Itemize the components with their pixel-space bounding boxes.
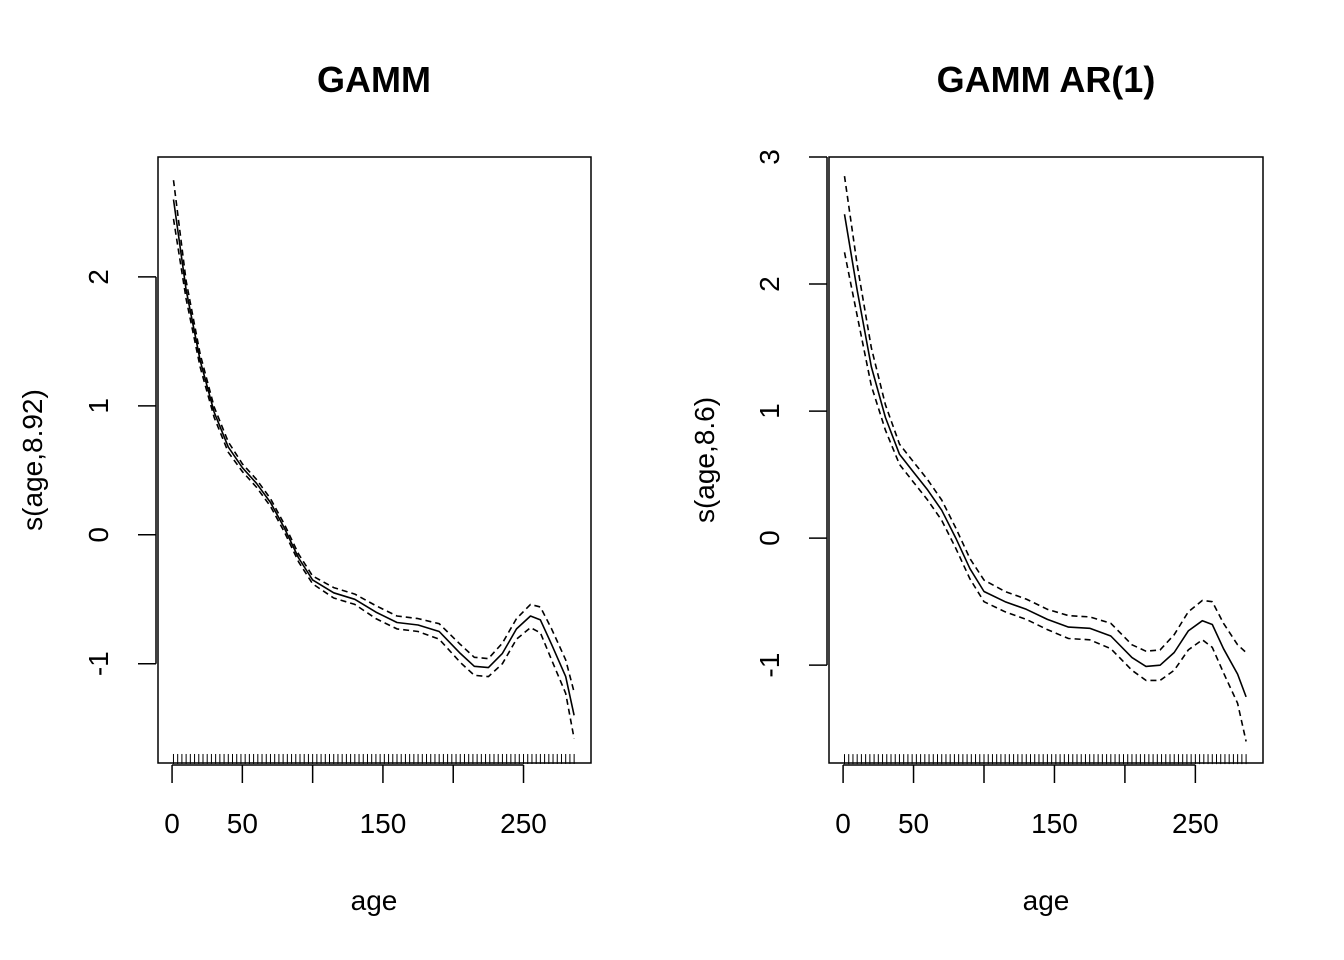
confidence-band-line (172, 180, 575, 693)
y-axis-label: s(age,8.6) (689, 397, 720, 523)
confidence-band-line (172, 218, 575, 739)
x-axis-label: age (1023, 885, 1070, 916)
plot-frame (828, 156, 1264, 764)
y-tick-label: 3 (754, 149, 785, 165)
y-tick-label: -1 (83, 651, 114, 676)
x-tick-label: 250 (500, 808, 547, 839)
smooth-fit-line (843, 214, 1247, 698)
x-tick-label: 250 (1172, 808, 1219, 839)
y-tick-label: -1 (754, 653, 785, 678)
smooth-fit-line (172, 199, 575, 716)
x-tick-label: 50 (227, 808, 258, 839)
y-tick-label: 1 (83, 398, 114, 414)
confidence-band-line (843, 252, 1247, 742)
x-tick-label: 50 (898, 808, 929, 839)
y-tick-label: 2 (83, 269, 114, 285)
gamm-panel: GAMM age s(age,8.92) 0 50 150 250 -1 0 1 2 (17, 59, 592, 916)
y-tick-label: 0 (83, 527, 114, 543)
y-tick-label: 0 (754, 530, 785, 546)
gamm-ar1-panel: GAMM AR(1) age s(age,8.6) 0 50 150 250 -1 0 1 2… (689, 59, 1264, 916)
plot-frame (157, 156, 592, 764)
y-tick-label: 1 (754, 403, 785, 419)
x-tick-label: 0 (835, 808, 851, 839)
y-tick-label: 2 (754, 276, 785, 292)
x-tick-label: 150 (360, 808, 407, 839)
chart-title: GAMM (317, 59, 431, 100)
x-tick-label: 0 (164, 808, 180, 839)
confidence-band-line (843, 175, 1247, 654)
chart-title: GAMM AR(1) (937, 59, 1156, 100)
x-tick-label: 150 (1031, 808, 1078, 839)
x-axis-label: age (351, 885, 398, 916)
y-axis-label: s(age,8.92) (17, 389, 48, 531)
